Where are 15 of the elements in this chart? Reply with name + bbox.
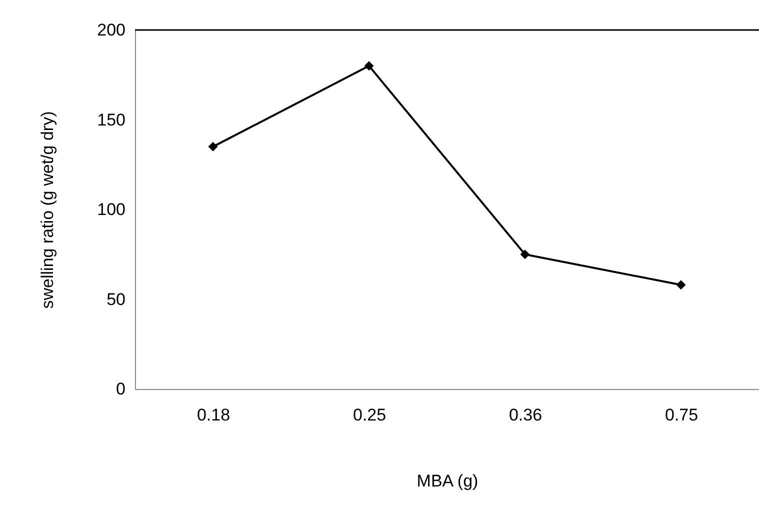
point [208, 142, 218, 152]
x-tick-label: 0.75 [664, 406, 698, 424]
point [676, 280, 686, 290]
x-tick-label: 0.18 [196, 406, 230, 424]
x-tick-label: 0.36 [508, 406, 542, 424]
x-axis-title: MBA (g) [416, 472, 478, 490]
x-tick-label: 0.25 [352, 406, 386, 424]
y-tick-label: 0 [116, 380, 126, 398]
point [520, 250, 530, 260]
point [364, 61, 374, 71]
y-tick-label: 200 [97, 20, 126, 40]
y-tick-label: 150 [97, 110, 126, 130]
y-tick-label: 100 [97, 200, 126, 219]
y-tick-label: 50 [106, 290, 126, 309]
y-axis-title: swelling ratio (g wet/g dry) [38, 111, 58, 309]
